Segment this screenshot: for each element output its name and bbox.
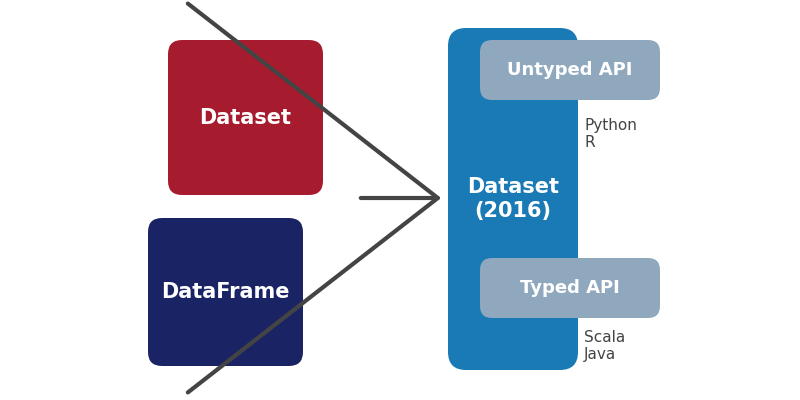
FancyBboxPatch shape <box>168 40 323 195</box>
FancyBboxPatch shape <box>480 40 660 100</box>
Text: Dataset: Dataset <box>199 108 291 128</box>
Text: Typed API: Typed API <box>520 279 620 297</box>
Text: DataFrame: DataFrame <box>162 282 290 302</box>
Text: Scala
Java: Scala Java <box>584 330 626 362</box>
FancyBboxPatch shape <box>480 258 660 318</box>
FancyBboxPatch shape <box>148 218 303 366</box>
Text: Python
R: Python R <box>584 118 637 150</box>
Text: Dataset
(2016): Dataset (2016) <box>467 178 559 221</box>
FancyBboxPatch shape <box>448 28 578 370</box>
Text: Untyped API: Untyped API <box>507 61 633 79</box>
